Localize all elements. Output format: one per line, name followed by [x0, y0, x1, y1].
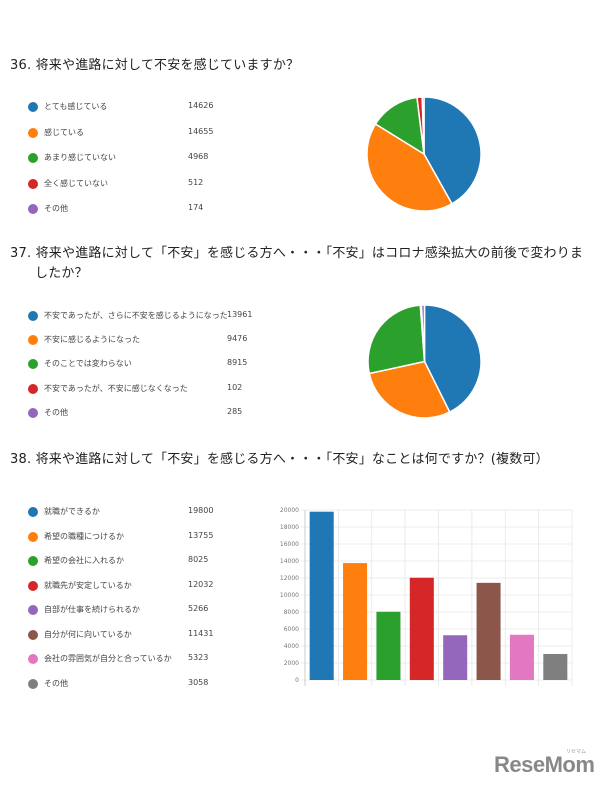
y-tick-label: 20000 — [280, 507, 299, 514]
legend-value: 8915 — [227, 358, 248, 368]
legend-value: 9476 — [227, 334, 248, 344]
legend-color-dot-icon — [28, 531, 38, 542]
legend-value: 14655 — [188, 126, 214, 136]
legend-value: 3058 — [188, 677, 209, 687]
bar — [509, 634, 534, 680]
legend-label: その他 — [44, 407, 68, 417]
legend-value: 512 — [188, 177, 204, 187]
legend-label: とても感じている — [44, 102, 108, 111]
pie-slice — [368, 360, 451, 419]
q36-pie-chart — [366, 96, 482, 212]
resemom-logo-kana: リセマム — [566, 749, 587, 755]
legend-value: 5323 — [188, 653, 209, 662]
legend-color-dot-icon — [28, 629, 38, 640]
legend-label: 自部が仕事を続けられるか — [44, 605, 140, 614]
legend-color-dot-icon — [28, 102, 38, 112]
q37-title-line1: 37. 将来や進路に対して「不安」を感じる方へ・・・「不安」はコロナ感染拡大の前… — [10, 246, 584, 261]
legend-color-dot-icon — [28, 204, 38, 214]
legend-color-dot-icon — [28, 383, 38, 394]
legend-label: その他 — [44, 678, 68, 688]
q36-title: 36. 将来や進路に対して不安を感じていますか？ — [10, 58, 300, 73]
pie-slice — [423, 304, 482, 414]
y-tick-label: 18000 — [280, 524, 299, 531]
bar — [343, 563, 368, 680]
pie-slice — [374, 96, 425, 156]
legend-color-dot-icon — [28, 359, 38, 370]
resemom-logo: ReseMom — [494, 752, 595, 777]
legend-label: あまり感じていない — [44, 153, 116, 162]
bar — [543, 654, 568, 680]
legend-label: 自分が何に向いているか — [44, 629, 132, 639]
bar — [376, 611, 401, 680]
q37-pie-chart — [367, 304, 482, 419]
bar — [409, 577, 434, 680]
q38-bar-chart: 0 2000 4000 6000 8000 10000 12000 14000 16000 180… — [280, 507, 573, 686]
legend-color-dot-icon — [28, 507, 38, 517]
legend-color-dot-icon — [28, 580, 38, 591]
legend-color-dot-icon — [28, 335, 38, 346]
legend-color-dot-icon — [28, 678, 38, 689]
bar — [476, 582, 501, 680]
legend-color-dot-icon — [28, 311, 38, 321]
y-tick-label: 0 — [295, 677, 299, 684]
legend-color-dot-icon — [28, 654, 38, 664]
legend-value: 5266 — [188, 604, 209, 613]
pie-slice — [423, 96, 482, 205]
legend-value: 13755 — [188, 530, 214, 540]
y-tick-label: 4000 — [284, 643, 299, 650]
pie-slice — [421, 96, 425, 155]
q37-title-line2: したか？ — [35, 266, 88, 281]
legend-value: 102 — [227, 382, 243, 392]
legend-value: 14626 — [188, 101, 214, 110]
legend-label: 希望の職種につけるか — [44, 531, 124, 541]
q38-title: 38. 将来や進路に対して「不安」を感じる方へ・・・「不安」なことは何ですか？(… — [10, 452, 549, 467]
legend-value: 19800 — [188, 506, 214, 515]
legend-label: 就職ができるか — [44, 507, 100, 516]
legend-color-dot-icon — [28, 127, 38, 138]
legend-value: 4968 — [188, 152, 209, 161]
pie-slice — [366, 122, 453, 212]
y-tick-label: 12000 — [280, 575, 299, 582]
pie-slice — [367, 304, 426, 375]
legend-label: その他 — [44, 204, 68, 213]
y-tick-label: 10000 — [280, 592, 299, 599]
bar — [443, 635, 468, 680]
legend-label: 希望の会社に入れるか — [44, 556, 124, 565]
legend-value: 13961 — [227, 310, 253, 319]
pie-slice — [420, 304, 426, 362]
legend-value: 8025 — [188, 555, 209, 564]
q37-title: 37. 将来や進路に対して「不安」を感じる方へ・・・「不安」はコロナ感染拡大の前… — [10, 244, 583, 284]
legend-label: 感じている — [44, 127, 84, 137]
y-tick-label: 2000 — [284, 660, 299, 667]
legend-label: 不安であったが、不安に感じなくなった — [44, 383, 188, 393]
legend-value: 285 — [227, 406, 243, 416]
legend-value: 12032 — [188, 579, 214, 589]
y-tick-label: 14000 — [280, 558, 299, 565]
legend-label: 就職先が安定しているか — [44, 580, 132, 590]
legend-color-dot-icon — [28, 556, 38, 566]
y-tick-label: 6000 — [284, 626, 299, 633]
legend-value: 174 — [188, 203, 204, 212]
bar — [309, 511, 334, 680]
legend-color-dot-icon — [28, 407, 38, 418]
legend-label: 全く感じていない — [44, 178, 108, 188]
y-tick-label: 16000 — [280, 541, 299, 548]
legend-color-dot-icon — [28, 605, 38, 615]
legend-color-dot-icon — [28, 153, 38, 163]
legend-value: 11431 — [188, 628, 214, 638]
y-tick-label: 8000 — [284, 609, 299, 616]
legend-label: 不安に感じるようになった — [44, 335, 140, 345]
legend-label: そのことでは変わらない — [44, 359, 132, 369]
legend-label: 会社の雰囲気が自分と合っているか — [44, 654, 172, 663]
legend-color-dot-icon — [28, 178, 38, 189]
legend-label: 不安であったが、さらに不安を感じるようになった — [44, 311, 228, 320]
